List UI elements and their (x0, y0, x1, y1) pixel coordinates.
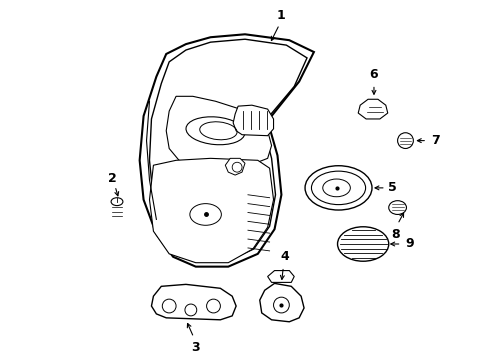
Polygon shape (166, 96, 271, 168)
Ellipse shape (388, 201, 406, 215)
Ellipse shape (185, 117, 244, 145)
Text: 7: 7 (430, 134, 439, 147)
Text: 3: 3 (191, 341, 200, 354)
Text: 2: 2 (107, 171, 116, 185)
Polygon shape (149, 158, 273, 263)
Text: 1: 1 (277, 9, 285, 22)
Polygon shape (233, 105, 273, 136)
Text: 6: 6 (369, 68, 378, 81)
Ellipse shape (305, 166, 371, 210)
Polygon shape (358, 99, 387, 119)
Polygon shape (225, 158, 244, 175)
Ellipse shape (189, 204, 221, 225)
Circle shape (397, 133, 412, 148)
Polygon shape (259, 283, 304, 322)
Text: 8: 8 (390, 228, 399, 240)
Text: 9: 9 (404, 238, 413, 251)
Polygon shape (140, 34, 313, 267)
Ellipse shape (322, 179, 349, 197)
Ellipse shape (111, 198, 122, 206)
Text: 4: 4 (280, 250, 288, 263)
Polygon shape (151, 284, 236, 320)
Text: 5: 5 (387, 181, 396, 194)
Ellipse shape (337, 227, 388, 261)
Polygon shape (267, 271, 294, 282)
